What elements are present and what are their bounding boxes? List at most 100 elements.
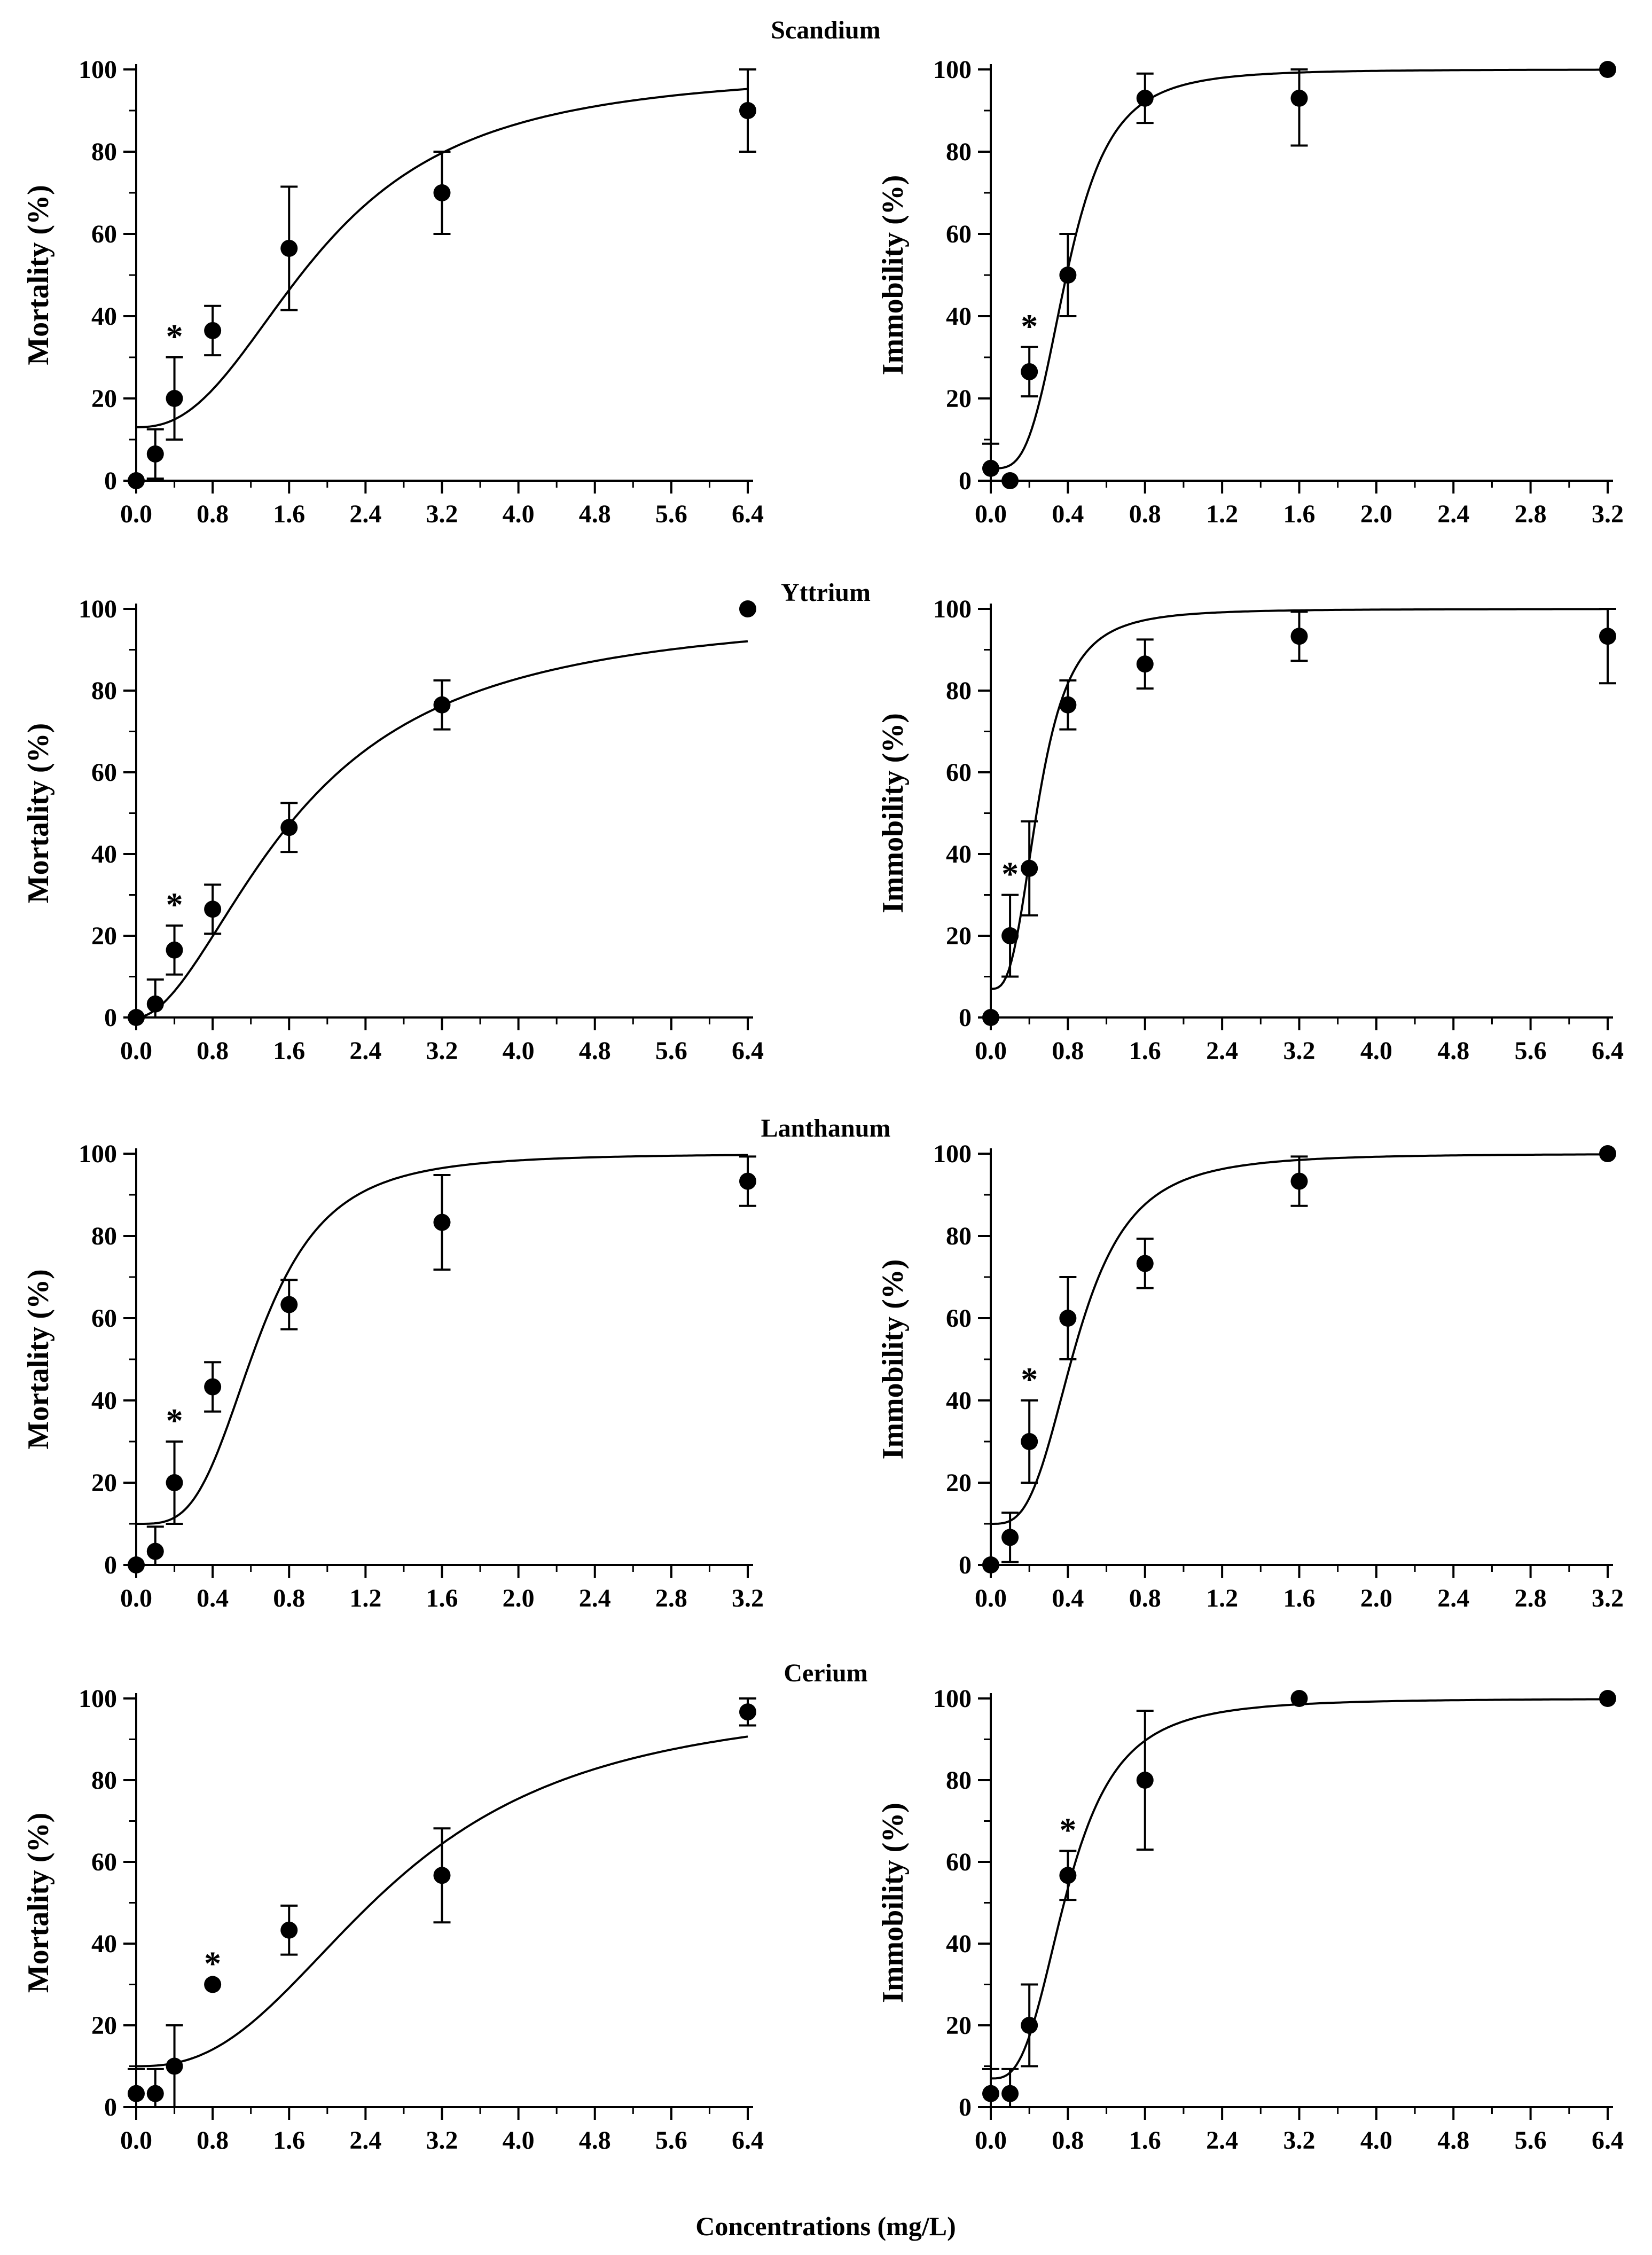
x-tick-label: 2.0 bbox=[1360, 500, 1392, 528]
x-tick-label: 3.2 bbox=[1283, 1037, 1316, 1065]
x-tick-label: 1.6 bbox=[1283, 1584, 1316, 1612]
data-point bbox=[166, 1474, 183, 1491]
y-tick-label: 20 bbox=[91, 385, 117, 413]
x-tick-label: 4.8 bbox=[579, 2126, 611, 2155]
y-tick-label: 20 bbox=[91, 2011, 117, 2040]
data-point bbox=[128, 472, 145, 489]
data-point bbox=[1021, 859, 1038, 877]
y-tick-label: 40 bbox=[946, 840, 972, 868]
y-tick-label: 0 bbox=[104, 1551, 117, 1579]
data-point bbox=[1059, 267, 1077, 284]
data-point bbox=[1021, 363, 1038, 380]
y-tick-label: 0 bbox=[959, 1551, 972, 1579]
x-tick-label: 4.8 bbox=[1437, 1037, 1469, 1065]
x-tick-label: 0.8 bbox=[197, 500, 229, 528]
chart-scandium-mortality: 0 20 40 60 80 100 0.0 0.8 1.6 2.4 3.2 4.0 4.8 5.6 6.4 M… bbox=[22, 56, 764, 528]
x-tick-label: 0.8 bbox=[197, 2126, 229, 2155]
significance-star: * bbox=[204, 1945, 221, 1983]
row-title-cerium: Cerium bbox=[784, 1659, 867, 1687]
significance-star: * bbox=[1001, 855, 1019, 893]
data-point bbox=[1001, 1529, 1019, 1546]
chart-cerium-immobility: 0 20 40 60 80 100 0.0 0.8 1.6 2.4 3.2 4.0 4.8 5.6 6.4 I… bbox=[876, 1685, 1624, 2155]
x-tick-label: 2.4 bbox=[349, 500, 381, 528]
significance-star: * bbox=[166, 1401, 183, 1439]
chart-lanthanum-immobility: 0 20 40 60 80 100 0.0 0.4 0.8 1.2 1.6 2.0 2.4 2.8 3.2 I… bbox=[876, 1140, 1624, 1612]
y-tick-label: 80 bbox=[91, 1766, 117, 1795]
data-point bbox=[1599, 1145, 1616, 1162]
y-tick-label: 40 bbox=[91, 840, 117, 868]
y-tick-label: 40 bbox=[946, 302, 972, 331]
y-tick-label: 100 bbox=[79, 1140, 117, 1168]
x-tick-label: 6.4 bbox=[1592, 2126, 1624, 2155]
x-tick-label: 5.6 bbox=[1515, 1037, 1547, 1065]
x-tick-label: 1.2 bbox=[349, 1584, 381, 1612]
x-tick-label: 4.8 bbox=[579, 500, 611, 528]
data-point bbox=[1290, 1690, 1308, 1707]
y-tick-label: 0 bbox=[959, 467, 972, 495]
y-axis-title: Immobility (%) bbox=[876, 713, 910, 913]
y-tick-label: 20 bbox=[946, 2011, 972, 2040]
significance-star: * bbox=[1021, 1360, 1038, 1398]
chart-yttrium-mortality: 0 20 40 60 80 100 0.0 0.8 1.6 2.4 3.2 4.0 4.8 5.6 6.4 M… bbox=[22, 595, 764, 1065]
x-tick-label: 1.6 bbox=[273, 2126, 305, 2155]
x-tick-label: 4.8 bbox=[1437, 2126, 1469, 2155]
y-tick-label: 100 bbox=[79, 56, 117, 84]
x-tick-label: 0.8 bbox=[1129, 500, 1161, 528]
x-tick-label: 3.2 bbox=[1592, 1584, 1624, 1612]
y-tick-label: 80 bbox=[946, 1222, 972, 1250]
significance-star: * bbox=[1021, 307, 1038, 345]
y-tick-label: 80 bbox=[946, 1766, 972, 1795]
y-tick-label: 100 bbox=[933, 1685, 972, 1713]
x-tick-label: 1.2 bbox=[1206, 500, 1238, 528]
data-point bbox=[739, 1172, 756, 1190]
data-point bbox=[128, 1556, 145, 1573]
x-tick-label: 5.6 bbox=[655, 500, 687, 528]
x-tick-label: 4.0 bbox=[503, 1037, 535, 1065]
y-tick-label: 40 bbox=[91, 1930, 117, 1958]
data-point bbox=[1599, 628, 1616, 645]
data-point bbox=[982, 459, 999, 477]
data-point bbox=[166, 390, 183, 407]
y-tick-label: 60 bbox=[91, 758, 117, 787]
data-point bbox=[1001, 472, 1019, 489]
fit-curve bbox=[990, 608, 1608, 990]
data-point bbox=[1059, 1867, 1077, 1884]
data-point bbox=[1599, 61, 1616, 78]
data-point bbox=[1021, 1433, 1038, 1450]
fit-curve bbox=[136, 1154, 748, 1525]
chart-lanthanum-mortality: 0 20 40 60 80 100 0.0 0.4 0.8 1.2 1.6 2.0 2.4 2.8 3.2 M… bbox=[22, 1140, 764, 1612]
data-point bbox=[1059, 1310, 1077, 1327]
x-tick-label: 3.2 bbox=[1283, 2126, 1316, 2155]
data-point bbox=[204, 322, 222, 339]
y-tick-label: 20 bbox=[91, 1469, 117, 1497]
y-tick-label: 40 bbox=[91, 302, 117, 331]
figure-x-axis-title: Concentrations (mg/L) bbox=[695, 2211, 956, 2241]
x-tick-label: 0.0 bbox=[975, 1037, 1007, 1065]
x-tick-label: 0.0 bbox=[975, 2126, 1007, 2155]
y-axis-title: Immobility (%) bbox=[876, 1259, 910, 1460]
x-tick-label: 2.4 bbox=[349, 2126, 381, 2155]
x-tick-label: 2.4 bbox=[579, 1584, 611, 1612]
significance-star: * bbox=[166, 317, 183, 355]
x-tick-label: 4.0 bbox=[1360, 2126, 1392, 2155]
y-tick-label: 100 bbox=[79, 595, 117, 623]
y-tick-label: 60 bbox=[946, 1304, 972, 1333]
x-tick-label: 3.2 bbox=[426, 2126, 458, 2155]
x-tick-label: 0.4 bbox=[1052, 500, 1084, 528]
data-point bbox=[204, 1976, 222, 1993]
data-point bbox=[1599, 1690, 1616, 1707]
x-tick-label: 0.0 bbox=[120, 1584, 152, 1612]
x-tick-label: 0.0 bbox=[120, 500, 152, 528]
x-tick-label: 3.2 bbox=[1592, 500, 1624, 528]
x-tick-label: 5.6 bbox=[655, 2126, 687, 2155]
data-point bbox=[1136, 1255, 1154, 1272]
data-point bbox=[433, 1213, 451, 1231]
x-tick-label: 0.0 bbox=[975, 500, 1007, 528]
data-point bbox=[1001, 927, 1019, 944]
x-tick-label: 3.2 bbox=[426, 1037, 458, 1065]
x-tick-label: 1.6 bbox=[1129, 1037, 1161, 1065]
data-point bbox=[739, 600, 756, 617]
x-tick-label: 3.2 bbox=[732, 1584, 764, 1612]
